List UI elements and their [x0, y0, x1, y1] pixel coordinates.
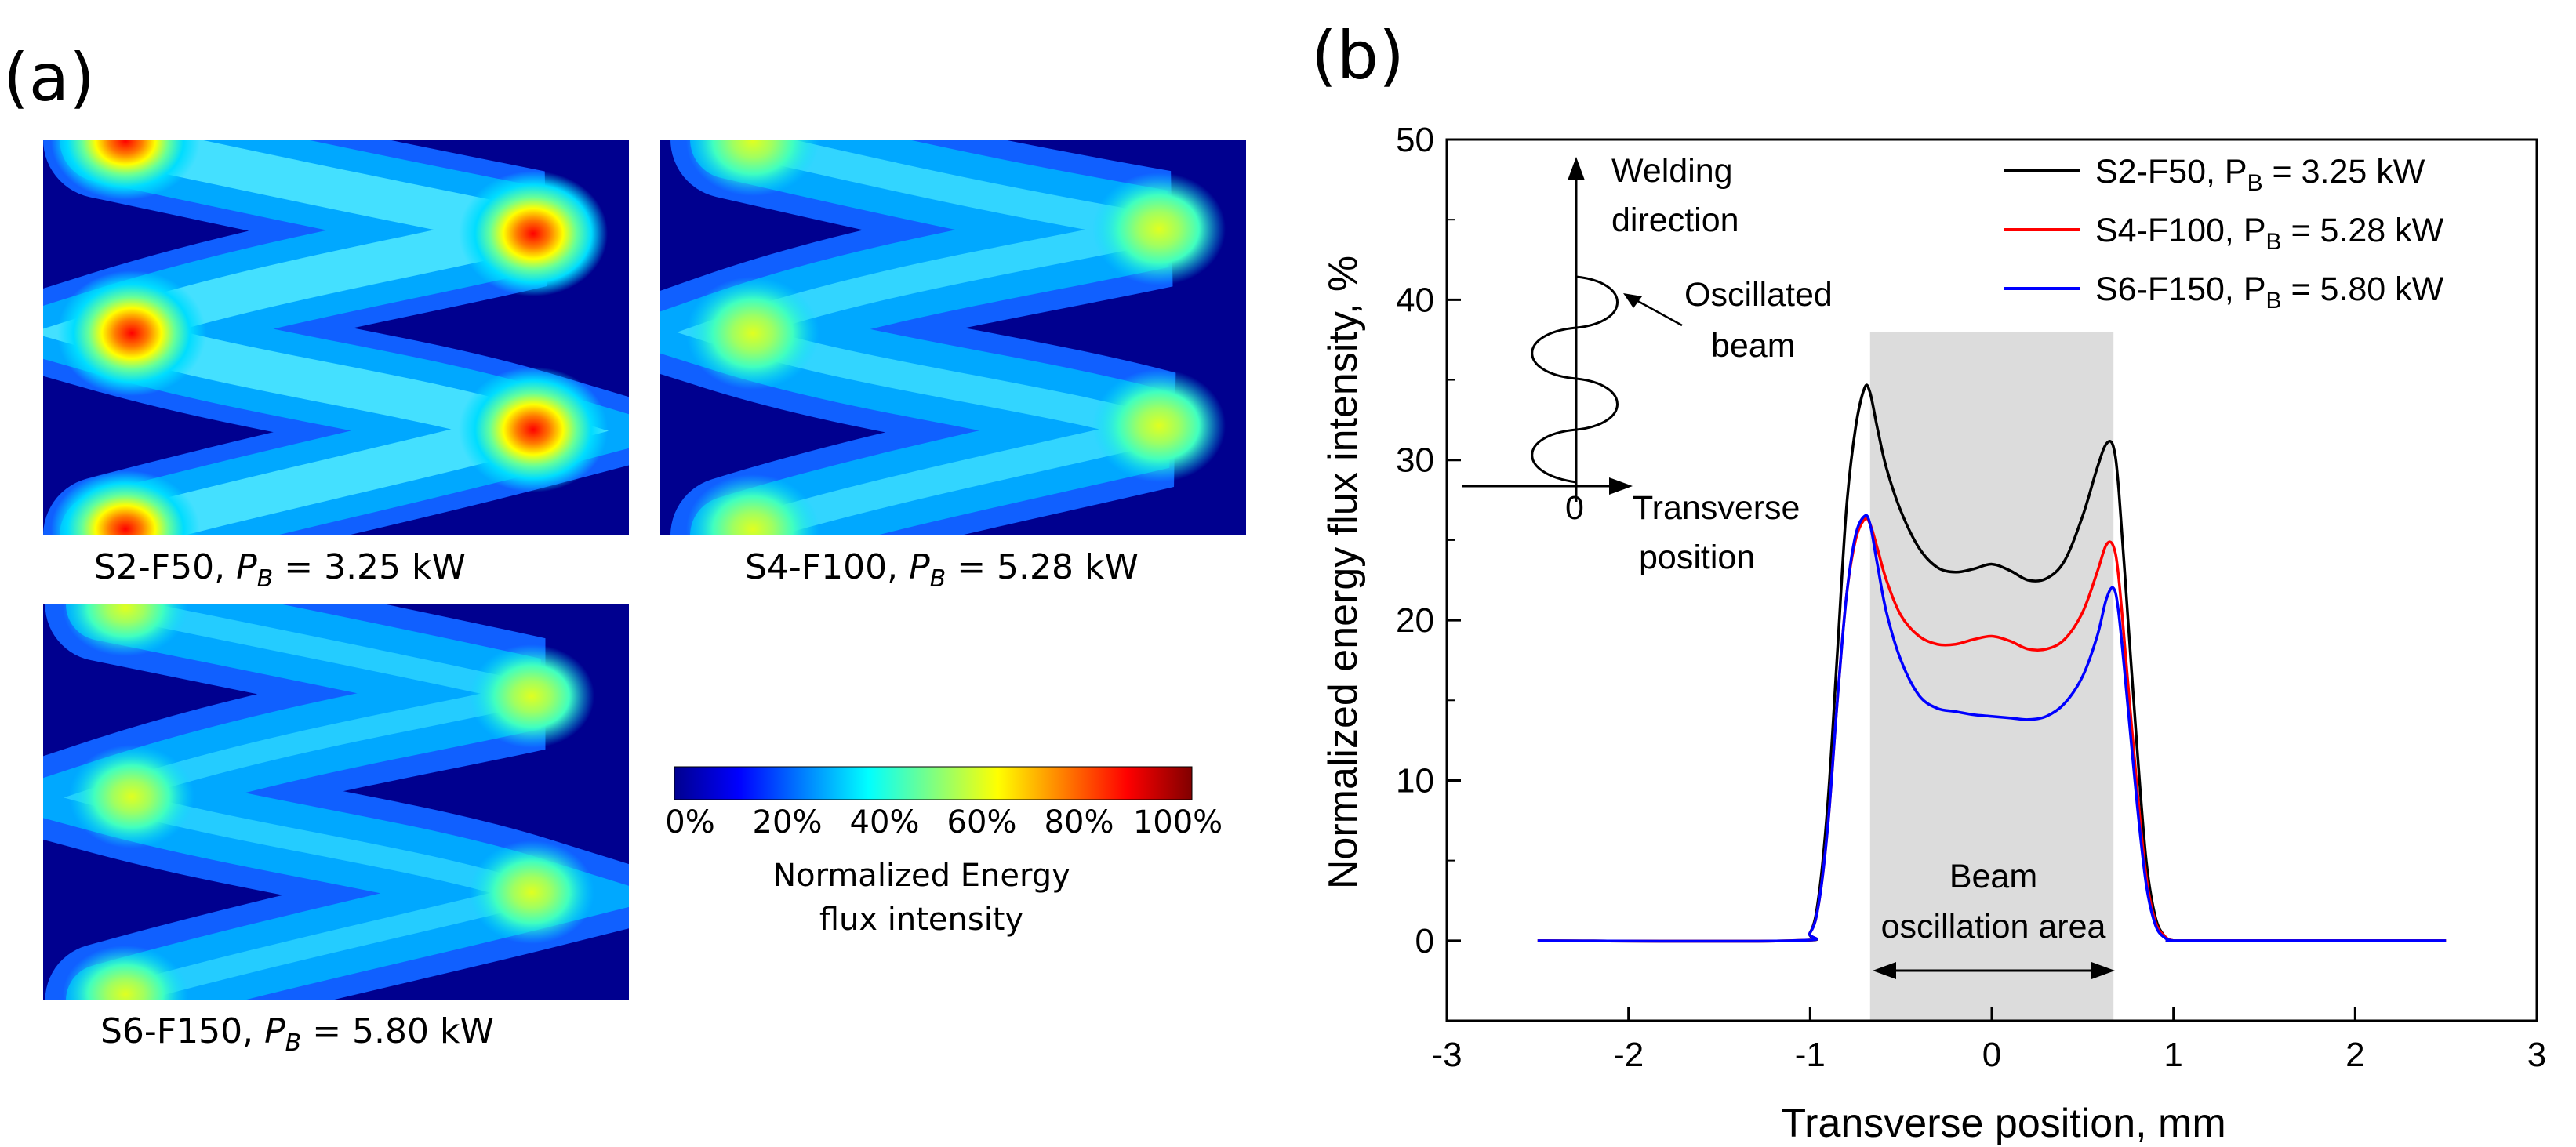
series-line-s6f150: [1537, 514, 2447, 943]
y-tick-label: 10: [1396, 761, 1434, 800]
x-tick-label: 3: [2527, 1036, 2546, 1074]
inset-transverse-label-line1: Transverse: [1633, 489, 1800, 527]
colorbar-title-line1: Normalized Energy: [772, 858, 1070, 894]
colorbar-tick: 40%: [850, 804, 920, 840]
x-tick-label: -3: [1431, 1036, 1462, 1074]
inset-transverse-label-line2: position: [1639, 539, 1755, 576]
inset-zero-label: 0: [1565, 489, 1584, 527]
panel-a-label: (a): [3, 39, 95, 116]
y-tick-label: 30: [1396, 441, 1434, 480]
inset-oscillated-label-line1: Oscillated: [1684, 276, 1833, 314]
map-caption-s4-f100: S4-F100, PB = 5.28 kW: [745, 547, 1139, 593]
map-caption-s2-f50: S2-F50, PB = 3.25 kW: [94, 547, 466, 593]
legend: S2-F50, PB = 3.25 kW S4-F100, PB = 5.28 …: [2004, 153, 2444, 314]
colorbar-title-line2: flux intensity: [819, 902, 1023, 938]
x-axis-title: Transverse position, mm: [1781, 1101, 2225, 1146]
colorbar-tick: 60%: [947, 804, 1017, 840]
panel-b-label: (b): [1311, 17, 1404, 94]
colorbar-tick: 100%: [1133, 804, 1223, 840]
beam-area-label-line1: Beam: [1949, 858, 2037, 895]
x-tick-label: -1: [1795, 1036, 1826, 1074]
y-tick-label: 50: [1396, 121, 1434, 159]
colorbar-ticks: 0% 20% 40% 60% 80% 100%: [665, 804, 1223, 840]
series-line-s2f50: [1537, 383, 2447, 943]
plot-series: [1537, 383, 2447, 943]
colorbar-tick: 0%: [665, 804, 714, 840]
legend-label-s4-f100: S4-F100, PB = 5.28 kW: [2095, 212, 2444, 255]
beam-oscillation-area: [1869, 332, 2114, 1022]
inset-transverse-arrowhead: [1609, 477, 1633, 495]
y-axis-title: Normalized energy flux intensity, %: [1321, 256, 1366, 889]
x-tick-label: 0: [1982, 1036, 2001, 1074]
colorbar: [674, 766, 1193, 800]
inset-welding-label-line1: Welding: [1611, 152, 1733, 190]
colorbar-tick: 80%: [1045, 804, 1114, 840]
map-caption-s6-f150: S6-F150, PB = 5.80 kW: [100, 1011, 494, 1057]
inset-welding-label-line2: direction: [1611, 201, 1739, 239]
inset-welding-arrowhead: [1568, 157, 1585, 180]
y-tick-label: 20: [1396, 601, 1434, 640]
y-tick-label: 40: [1396, 281, 1434, 319]
legend-label-s2-f50: S2-F50, PB = 3.25 kW: [2095, 153, 2425, 196]
energy-map-s6-f150: [43, 604, 629, 1000]
colorbar-tick: 20%: [753, 804, 823, 840]
inset-schematic: Welding direction Oscillated beam 0 Tran…: [1462, 152, 1833, 576]
energy-map-s4-f100: [660, 140, 1246, 535]
inset-pointer-head: [1623, 293, 1642, 308]
beam-area-arrow: [1873, 962, 2115, 979]
x-tick-label: 1: [2164, 1036, 2182, 1074]
legend-label-s6-f150: S6-F150, PB = 5.80 kW: [2095, 270, 2444, 314]
inset-pointer-line: [1634, 298, 1683, 327]
inset-oscillated-beam: [1531, 275, 1619, 484]
inset-oscillated-label-line2: beam: [1711, 327, 1796, 365]
energy-map-s2-f50: [43, 140, 629, 535]
x-tick-label: 2: [2345, 1036, 2364, 1074]
y-tick-label: 0: [1415, 922, 1434, 960]
x-tick-label: -2: [1613, 1036, 1644, 1074]
beam-area-label-line2: oscillation area: [1881, 908, 2106, 946]
